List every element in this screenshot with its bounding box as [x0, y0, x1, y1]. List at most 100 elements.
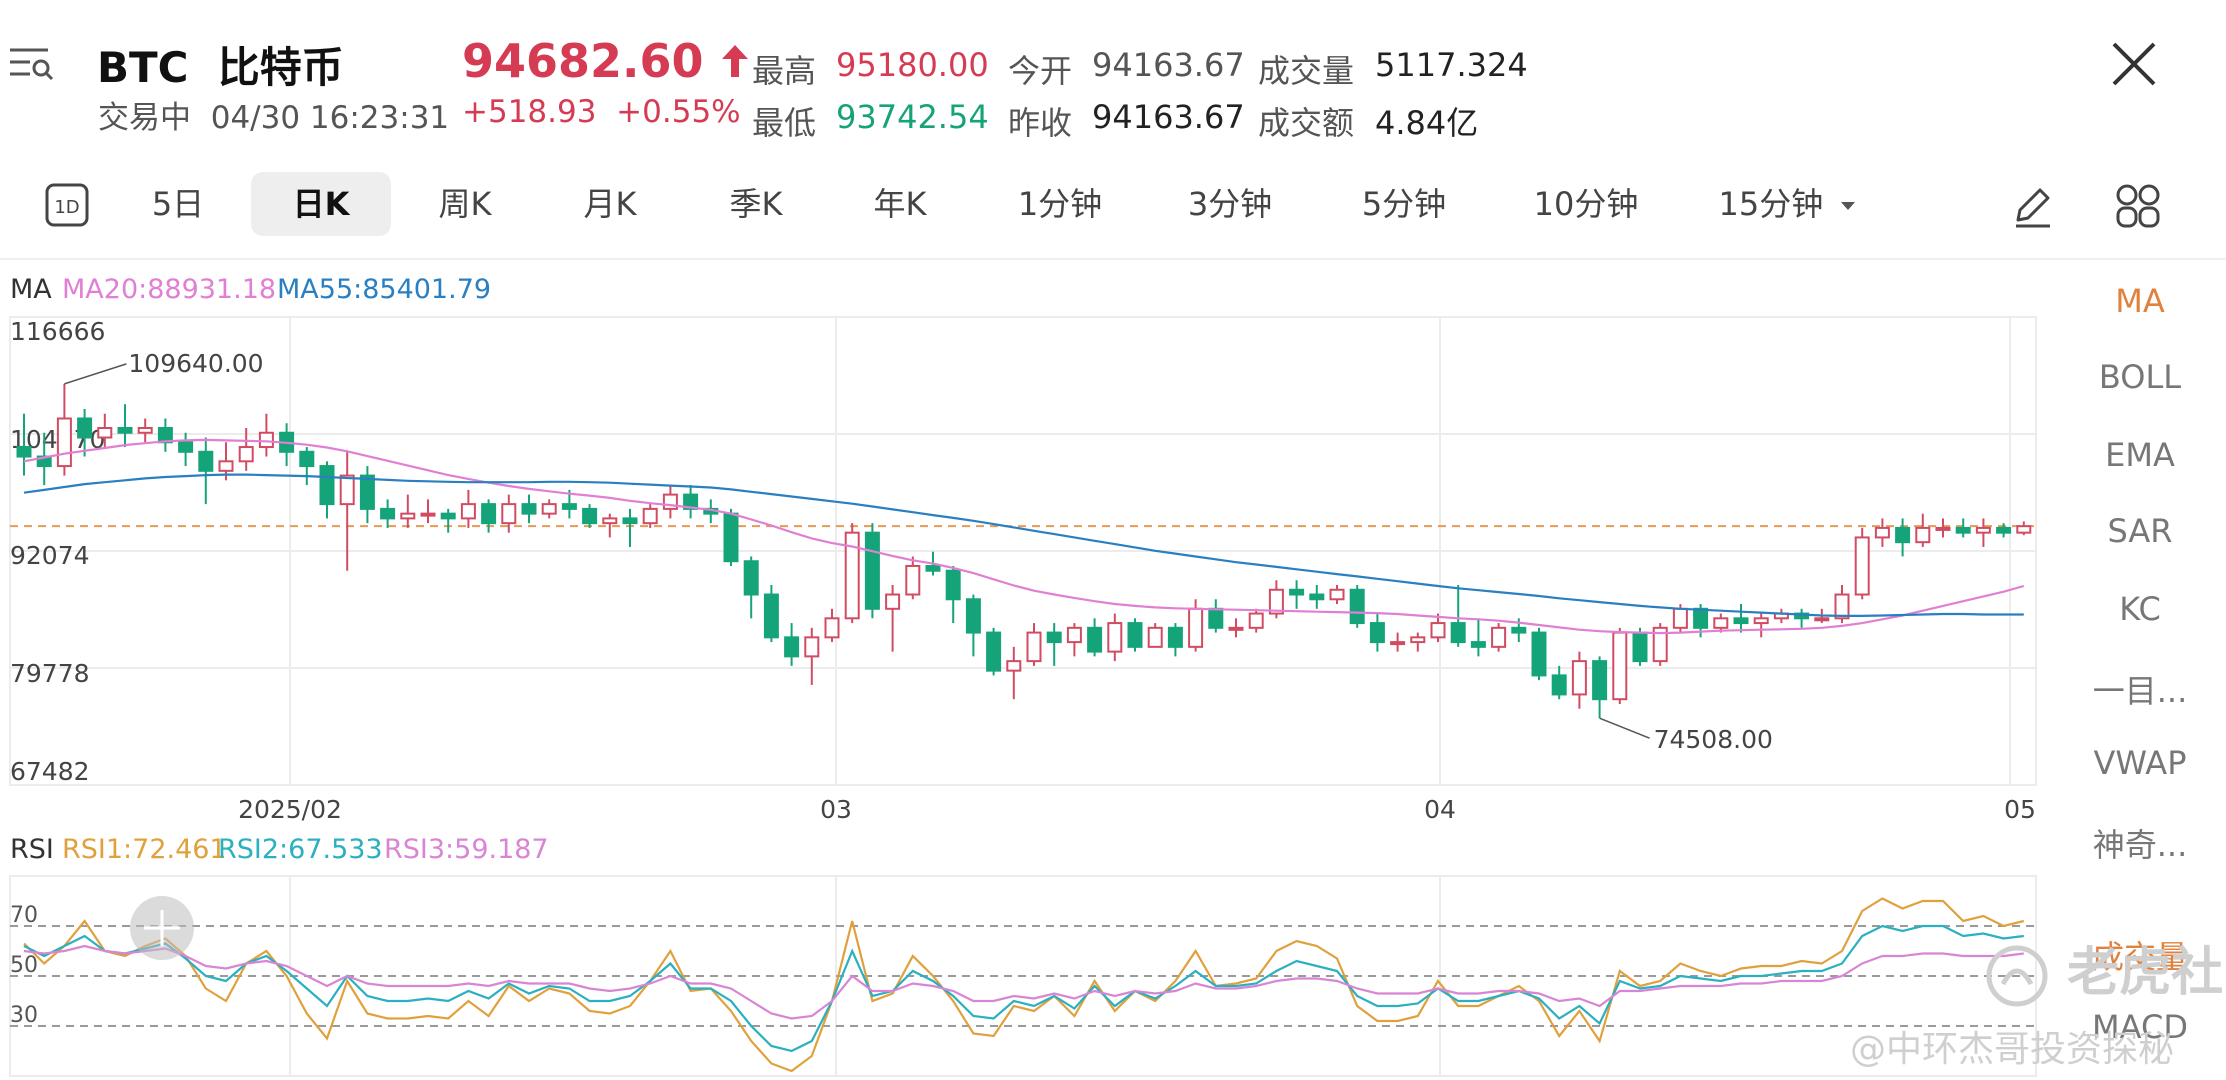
indicator-sar[interactable]: SAR	[2107, 512, 2173, 550]
indicator-ichimoku[interactable]: 一目...	[2092, 672, 2188, 710]
candle	[1915, 513, 1931, 547]
close-icon[interactable]	[2110, 40, 2158, 88]
tab-weekly-k[interactable]: 周K	[438, 185, 492, 223]
max-price-label: 109640.00	[128, 349, 263, 378]
rsi-y-tick: 30	[10, 1003, 38, 1028]
candle	[339, 451, 355, 571]
one-day-icon[interactable]: 1D	[44, 182, 90, 228]
x-tick: 05	[2004, 795, 2036, 824]
indicator-ma[interactable]: MA	[2115, 282, 2165, 320]
candle	[198, 437, 214, 505]
open-value: 94163.67	[1092, 46, 1245, 84]
indicator-macd[interactable]: MACD	[2092, 1008, 2188, 1046]
tab-daily-k[interactable]: 日K	[251, 172, 391, 236]
x-tick: 03	[820, 795, 852, 824]
candle	[460, 489, 476, 528]
rsi-level-lines	[10, 925, 2036, 1027]
candle	[1470, 618, 1486, 657]
high-value: 95180.00	[836, 46, 989, 84]
tab-5min[interactable]: 5分钟	[1361, 185, 1447, 223]
candle	[582, 504, 598, 528]
candle	[844, 523, 860, 624]
candle	[1753, 613, 1769, 638]
crosshair-toggle-icon[interactable]	[130, 896, 194, 960]
indicator-kc[interactable]: KC	[2119, 590, 2161, 628]
y-tick: 67482	[10, 757, 90, 786]
candle	[1167, 623, 1183, 657]
up-arrow-icon	[721, 45, 748, 77]
y-tick: 92074	[10, 541, 90, 570]
tab-1min[interactable]: 1分钟	[1017, 185, 1103, 223]
tab-3min[interactable]: 3分钟	[1187, 185, 1273, 223]
candle	[1955, 518, 1971, 538]
tiger-logo-icon	[1986, 945, 2048, 1007]
candle	[945, 565, 961, 624]
open-label: 今开	[1008, 52, 1073, 90]
candle	[885, 585, 901, 652]
rsi3-legend: RSI3:59.187	[384, 834, 549, 865]
trading-status: 交易中 04/30 16:23:31	[98, 100, 450, 136]
candle	[501, 494, 517, 533]
indicator-ema[interactable]: EMA	[2105, 436, 2175, 474]
rsi-y-tick: 50	[10, 953, 38, 978]
candle	[1208, 599, 1224, 633]
candle	[824, 608, 840, 643]
volume-label: 成交量	[1258, 52, 1355, 90]
high-label: 最高	[752, 52, 817, 90]
symbol-name: 比特币	[217, 43, 344, 92]
candle	[359, 466, 375, 524]
indicator-magic[interactable]: 神奇...	[2092, 826, 2188, 864]
candle	[400, 494, 416, 528]
x-tick: 2025/02	[238, 795, 342, 824]
tab-5day[interactable]: 5日	[151, 185, 205, 223]
draw-pen-icon[interactable]	[2008, 182, 2056, 230]
candle	[319, 461, 335, 519]
candle	[1147, 623, 1163, 648]
menu-list-icon[interactable]	[8, 44, 54, 84]
candle	[1592, 656, 1608, 719]
candle	[1430, 613, 1446, 643]
kline-chart[interactable]: MA MA20:88931.18 MA55:85401.79 116666 10…	[0, 262, 2050, 1080]
candle	[420, 499, 436, 524]
tab-15min-label: 15分钟	[1718, 185, 1824, 223]
candle	[380, 499, 396, 528]
ma20-line	[23, 438, 2025, 635]
volume-value: 5117.324	[1375, 46, 1528, 84]
candle	[1895, 518, 1911, 557]
turnover-value: 4.84亿	[1375, 104, 1479, 142]
candle	[178, 432, 194, 467]
tab-15min[interactable]: 15分钟	[1718, 172, 1858, 236]
tab-monthly-k[interactable]: 月K	[583, 185, 637, 223]
candle	[16, 413, 32, 476]
indicator-volume[interactable]: 成交量	[2091, 938, 2188, 976]
candle	[1289, 580, 1305, 609]
candle	[1996, 523, 2012, 538]
y-tick: 79778	[10, 659, 90, 688]
rsi-y-tick: 70	[10, 903, 38, 928]
watermark-author: @中环杰哥投资探秘	[1850, 1029, 2175, 1070]
candle	[1087, 618, 1103, 657]
grid-layout-icon[interactable]	[2114, 182, 2162, 230]
candle	[1006, 646, 1022, 700]
tab-yearly-k[interactable]: 年K	[873, 185, 927, 223]
candle	[1975, 518, 1991, 547]
candle	[642, 504, 658, 528]
indicator-vwap[interactable]: VWAP	[2093, 744, 2187, 782]
candle	[1713, 613, 1729, 633]
candle	[1652, 623, 1668, 666]
candle	[905, 556, 921, 600]
tab-10min[interactable]: 10分钟	[1533, 185, 1639, 223]
min-leader-line	[1599, 717, 1650, 739]
candle	[541, 499, 557, 519]
rsi2-legend: RSI2:67.533	[218, 834, 383, 865]
candle	[723, 508, 739, 566]
candle	[804, 627, 820, 685]
ma-legend-label: MA	[10, 274, 52, 305]
candle	[1773, 608, 1789, 624]
indicator-boll[interactable]: BOLL	[2098, 358, 2182, 396]
x-tick: 04	[1424, 795, 1456, 824]
candle	[662, 485, 678, 519]
candle	[1248, 608, 1264, 633]
tab-quarterly-k[interactable]: 季K	[729, 185, 783, 223]
candle	[1228, 618, 1244, 638]
